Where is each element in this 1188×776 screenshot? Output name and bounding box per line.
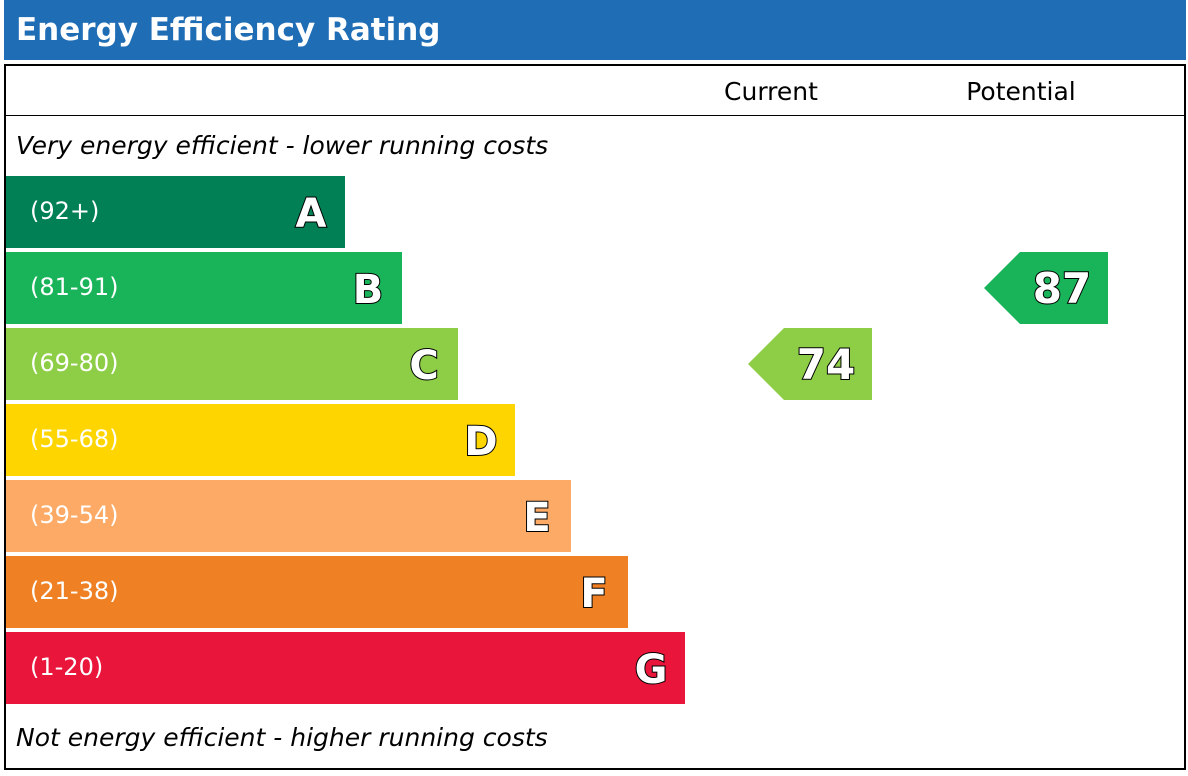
chart-title: Energy Efficiency Rating (16, 12, 441, 48)
band-g-letter: G (625, 632, 685, 704)
current-column-header: Current (724, 77, 818, 106)
column-header-row: Current Potential (6, 66, 1184, 116)
efficient-note: Very energy efficient - lower running co… (16, 131, 549, 160)
band-a-range: (92+) (30, 197, 100, 225)
svg-text:A: A (296, 191, 327, 237)
band-f-letter: F (568, 556, 628, 628)
band-d-letter: D (455, 404, 515, 476)
title-bar: Energy Efficiency Rating (4, 0, 1186, 60)
svg-text:G: G (635, 647, 668, 693)
band-a: (92+) A (6, 176, 345, 248)
band-c: (69-80) C (6, 328, 458, 400)
svg-text:F: F (580, 571, 607, 617)
band-g-range: (1-20) (30, 653, 104, 681)
band-d: (55-68) D (6, 404, 515, 476)
band-c-letter: C (398, 328, 458, 400)
rating-frame: Current Potential Very energy efficient … (4, 64, 1186, 770)
svg-text:D: D (464, 419, 497, 465)
potential-column-header: Potential (966, 77, 1076, 106)
band-b-range: (81-91) (30, 273, 119, 301)
svg-text:87: 87 (1033, 264, 1091, 313)
band-f-range: (21-38) (30, 577, 119, 605)
band-a-letter: A (285, 176, 345, 248)
band-e: (39-54) E (6, 480, 571, 552)
svg-text:E: E (523, 495, 550, 541)
band-d-range: (55-68) (30, 425, 119, 453)
band-f: (21-38) F (6, 556, 628, 628)
svg-text:74: 74 (797, 340, 855, 389)
band-e-letter: E (511, 480, 571, 552)
svg-text:C: C (409, 343, 438, 389)
svg-text:B: B (353, 267, 384, 313)
band-c-range: (69-80) (30, 349, 119, 377)
current-rating-arrow: 74 (748, 328, 872, 400)
potential-rating-arrow: 87 (984, 252, 1108, 324)
band-b-letter: B (342, 252, 402, 324)
band-b: (81-91) B (6, 252, 402, 324)
band-g: (1-20) G (6, 632, 685, 704)
band-e-range: (39-54) (30, 501, 119, 529)
inefficient-note: Not energy efficient - higher running co… (16, 723, 548, 752)
